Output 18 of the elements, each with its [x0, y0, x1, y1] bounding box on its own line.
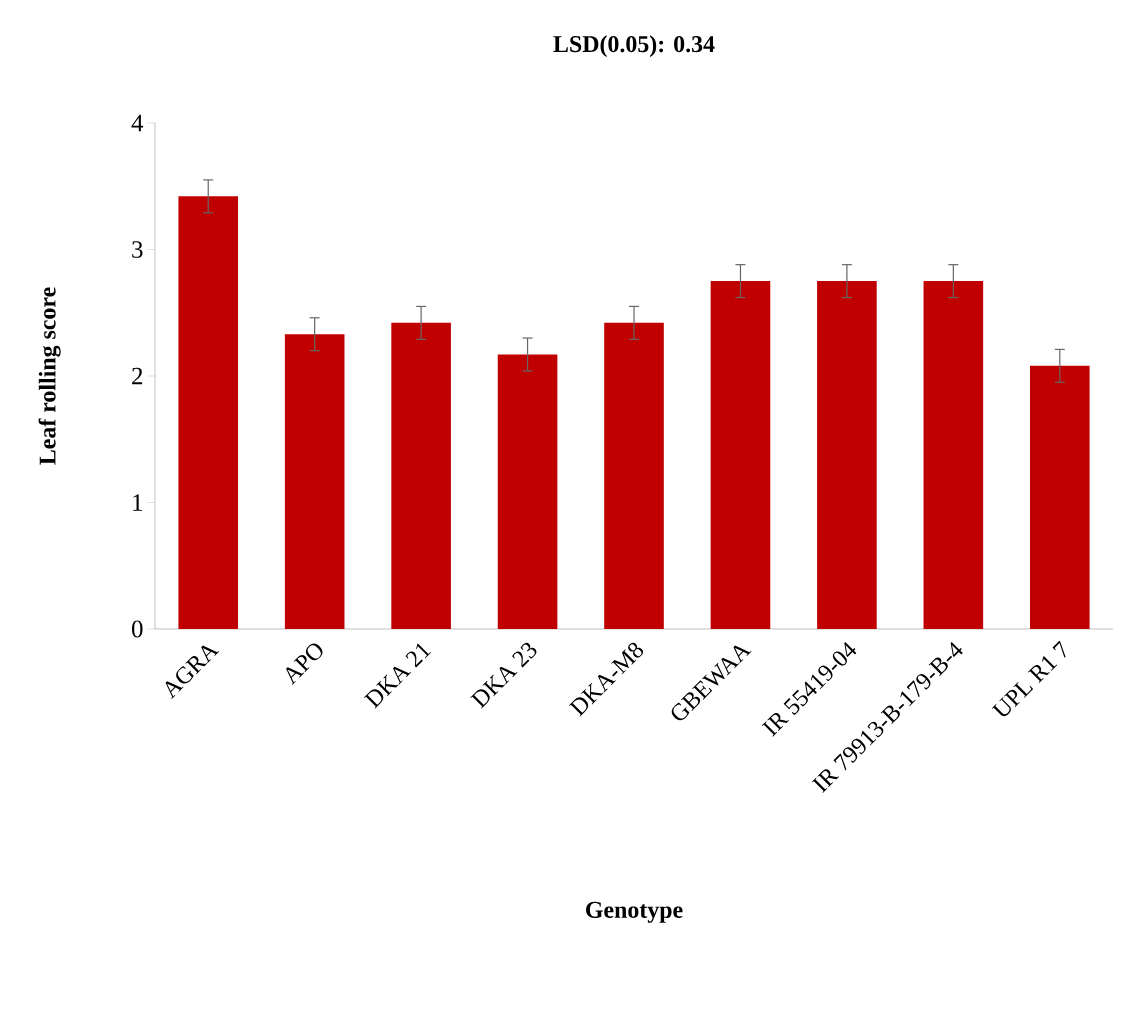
y-tick-label: 0	[131, 620, 143, 638]
y-tick-label: 4	[131, 114, 144, 132]
x-axis-title: Genotype	[586, 901, 683, 923]
y-tick-label: 3	[132, 241, 143, 258]
bar	[604, 322, 664, 629]
bar	[178, 196, 239, 629]
bar	[497, 354, 558, 629]
x-tick-label: UPL R1 7	[991, 640, 1066, 717]
bar	[284, 334, 345, 629]
bar	[710, 281, 771, 629]
chart-title: LSD(0.05): 0.34	[553, 35, 715, 58]
bar	[1029, 365, 1090, 629]
bar	[923, 281, 984, 629]
bar	[391, 322, 451, 629]
y-tick-label: 2	[132, 367, 143, 385]
bar	[817, 281, 877, 629]
y-axis-title: Leaf rolling score	[38, 287, 61, 465]
y-tick-label: 1	[133, 494, 142, 511]
